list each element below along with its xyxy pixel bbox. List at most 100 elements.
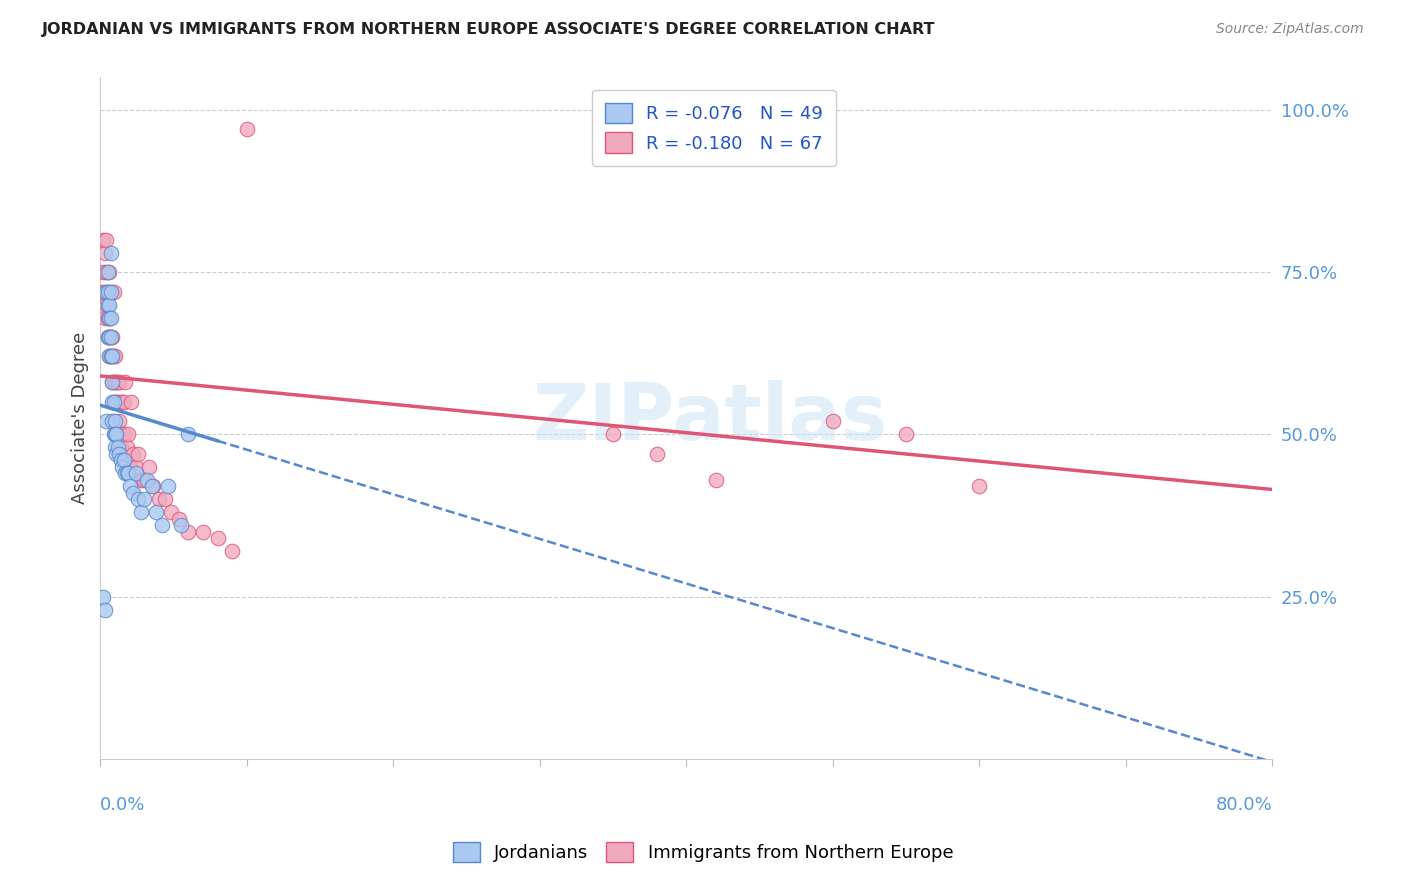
Point [100,245,122,260]
Y-axis label: Associate's Degree: Associate's Degree [72,332,89,504]
Point [138,459,160,474]
Point [111,395,134,409]
Point [110,453,132,467]
Point [136,473,159,487]
Point [101,350,124,364]
Text: Source: ZipAtlas.com: Source: ZipAtlas.com [1216,22,1364,37]
Point [124,467,146,481]
Point [105,395,128,409]
Point [105,427,128,442]
Point [115,467,138,481]
Point [96,265,118,279]
Point [141,479,163,493]
Point [96,414,118,428]
Point [107,440,129,454]
Point [91,233,114,247]
Point [100,310,122,325]
Point [110,440,132,454]
Point [93,245,115,260]
Point [114,376,136,390]
Point [97,330,120,344]
Point [107,395,129,409]
Point [103,376,125,390]
Point [207,531,229,545]
Point [97,265,120,279]
Point [111,459,134,474]
Point [117,427,139,442]
Point [93,285,115,299]
Point [704,473,727,487]
Point [134,473,156,487]
Point [98,330,121,344]
Point [104,427,127,442]
Point [108,376,131,390]
Legend: Jordanians, Immigrants from Northern Europe: Jordanians, Immigrants from Northern Eur… [446,834,960,870]
Point [96,233,118,247]
Point [100,350,122,364]
Point [145,505,167,519]
Point [96,297,118,311]
Point [97,330,120,344]
Point [159,505,181,519]
Point [100,330,122,344]
Point [111,427,134,442]
Point [112,395,135,409]
Point [103,350,125,364]
Point [148,492,170,507]
Point [104,395,127,409]
Text: 80.0%: 80.0% [1216,797,1272,814]
Point [97,297,120,311]
Point [156,479,179,493]
Point [100,285,122,299]
Point [969,479,991,493]
Point [121,447,143,461]
Point [101,414,124,428]
Text: ZIPatlas: ZIPatlas [533,380,887,456]
Point [127,492,149,507]
Point [90,285,112,299]
Point [98,310,121,325]
Point [114,467,136,481]
Legend: R = -0.076   N = 49, R = -0.180   N = 67: R = -0.076 N = 49, R = -0.180 N = 67 [592,90,835,166]
Point [105,376,128,390]
Point [98,350,121,364]
Point [104,414,127,428]
Point [97,285,120,299]
Point [112,427,135,442]
Point [97,310,120,325]
Point [117,467,139,481]
Point [101,376,124,390]
Point [101,395,124,409]
Point [104,350,127,364]
Point [191,524,214,539]
Point [93,310,115,325]
Point [896,427,918,442]
Point [91,265,114,279]
Point [100,350,122,364]
Point [115,440,138,454]
Point [103,395,125,409]
Point [107,376,129,390]
Point [131,473,153,487]
Point [98,297,121,311]
Point [98,310,121,325]
Point [98,330,121,344]
Point [100,285,122,299]
Point [221,544,243,558]
Point [118,479,141,493]
Point [101,376,124,390]
Point [100,330,122,344]
Point [120,395,142,409]
Point [112,453,135,467]
Text: JORDANIAN VS IMMIGRANTS FROM NORTHERN EUROPE ASSOCIATE'S DEGREE CORRELATION CHAR: JORDANIAN VS IMMIGRANTS FROM NORTHERN EU… [42,22,935,37]
Point [153,492,176,507]
Point [131,505,153,519]
Point [101,350,124,364]
Point [101,330,124,344]
Point [645,447,668,461]
Point [602,427,624,442]
Point [103,285,125,299]
Point [104,440,127,454]
Point [103,427,125,442]
Point [118,459,141,474]
